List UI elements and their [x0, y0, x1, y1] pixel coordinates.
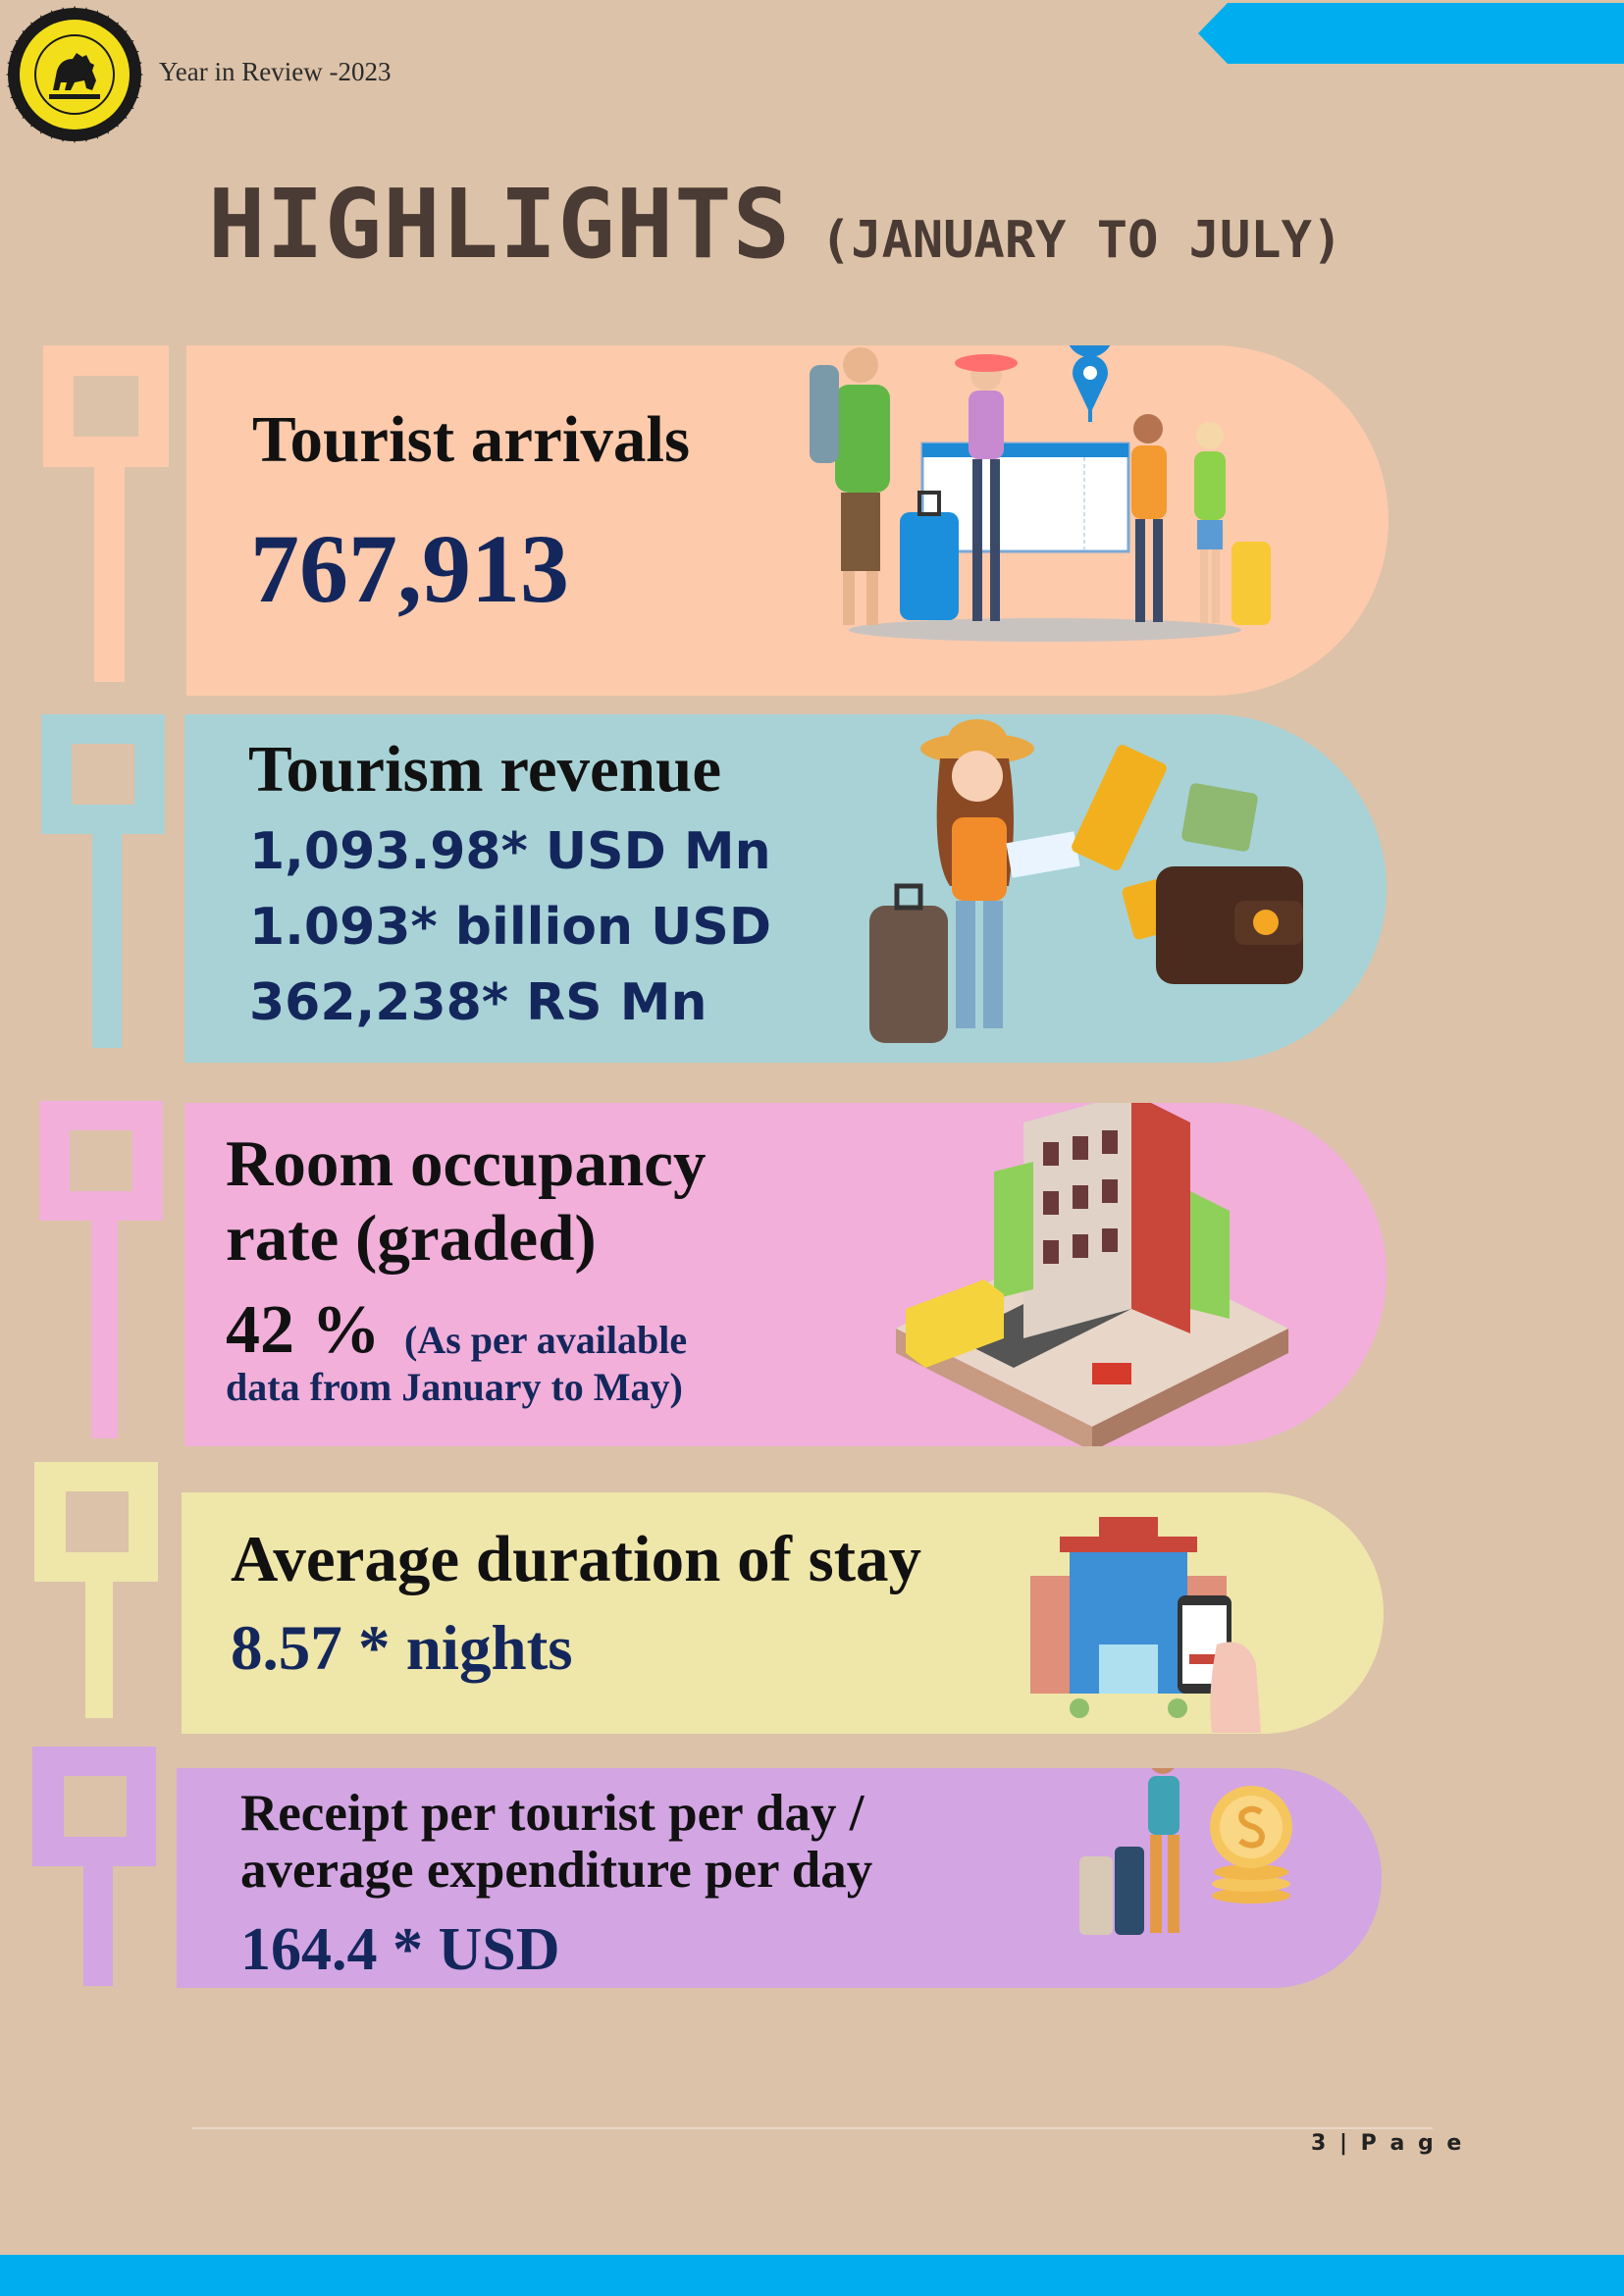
- card-average-stay: Average duration of stay 8.57 * nights: [182, 1492, 1384, 1734]
- card-receipt-per-day: Receipt per tourist per day / average ex…: [177, 1768, 1382, 1988]
- card-title: Average duration of stay: [231, 1523, 922, 1595]
- card-connector-3: [39, 1101, 163, 1438]
- card-title-line-2: average expenditure per day: [240, 1842, 873, 1899]
- card-tourist-arrivals: Tourist arrivals 767,913: [186, 345, 1388, 696]
- card-title-line-1: Receipt per tourist per day /: [240, 1785, 864, 1842]
- traveler-with-coins-icon: [1079, 1768, 1292, 1935]
- card-title-line-2: rate (graded): [226, 1202, 597, 1275]
- card-value-usd-mn: 1,093.98* USD Mn: [249, 822, 771, 881]
- card-value: 164.4 * USD: [240, 1916, 560, 1983]
- title-main: HIGHLIGHTS: [208, 169, 791, 280]
- card-note-line-2: data from January to May): [226, 1365, 683, 1409]
- card-value-rs-mn: 362,238* RS Mn: [249, 973, 707, 1032]
- page-number: 3 | P a g e: [1311, 2131, 1465, 2156]
- footer-divider: [192, 2127, 1433, 2129]
- card-value: 42 %: [226, 1292, 381, 1368]
- card-connector-4: [34, 1462, 158, 1718]
- card-tourism-revenue: Tourism revenue 1,093.98* USD Mn 1.093* …: [184, 714, 1387, 1063]
- card-title: Tourism revenue: [248, 733, 722, 806]
- bottom-bar: [0, 2255, 1624, 2296]
- tourists-with-luggage-and-ticket-icon: [810, 345, 1271, 642]
- top-banner: [1198, 3, 1624, 64]
- card-title: Tourist arrivals: [252, 403, 691, 476]
- card-connector-1: [43, 345, 169, 682]
- card-note-line-1: (As per available: [404, 1318, 688, 1362]
- card-value-billion-usd: 1.093* billion USD: [249, 898, 771, 957]
- card-connector-5: [32, 1747, 156, 1986]
- card-value: 767,913: [250, 514, 569, 623]
- hotel-booking-phone-icon: [1030, 1517, 1261, 1733]
- isometric-hotel-building-icon: [896, 1103, 1288, 1446]
- card-connector-2: [41, 714, 165, 1048]
- header-title: Year in Review -2023: [159, 57, 392, 86]
- card-value: 8.57 * nights: [231, 1613, 573, 1684]
- card-title-line-1: Room occupancy: [226, 1127, 707, 1200]
- card-room-occupancy: Room occupancy rate (graded) 42 % (As pe…: [184, 1103, 1387, 1446]
- title-subtitle: (JANUARY TO JULY): [820, 211, 1343, 270]
- traveler-with-wallet-and-tickets-icon: [869, 719, 1303, 1043]
- page-title: HIGHLIGHTS (JANUARY TO JULY): [208, 169, 1342, 280]
- logo-seal: [6, 6, 143, 143]
